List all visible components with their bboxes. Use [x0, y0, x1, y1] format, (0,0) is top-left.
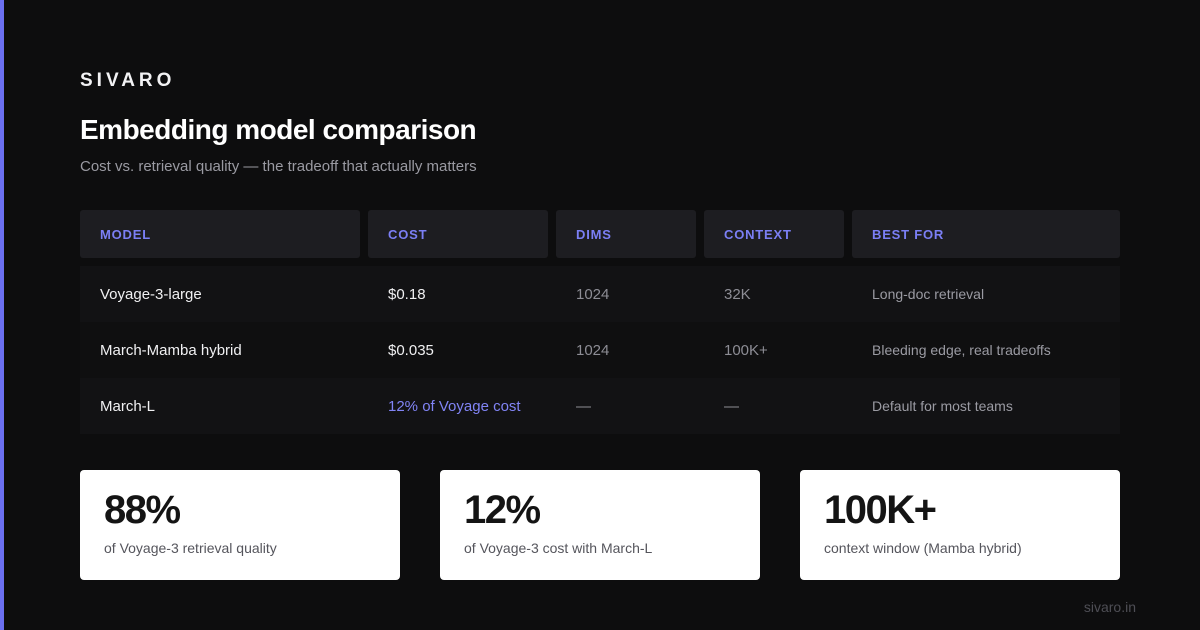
column-header-model: Model	[80, 210, 360, 258]
cell-dims: —	[576, 397, 591, 415]
column-header-cost: Cost	[368, 210, 548, 258]
cell-best-for: Bleeding edge, real tradeoffs	[872, 342, 1051, 358]
column-header-best-for: Best for	[852, 210, 1120, 258]
stat-cards: 88% of Voyage-3 retrieval quality 12% of…	[80, 470, 1120, 580]
cell-model: March-Mamba hybrid	[100, 341, 242, 359]
stat-card-quality: 88% of Voyage-3 retrieval quality	[80, 470, 400, 580]
footer-url[interactable]: sivaro.in	[1083, 599, 1136, 615]
cell-model: Voyage-3-large	[100, 285, 202, 303]
cell-model: March-L	[100, 397, 156, 415]
table-body: Voyage-3-large $0.18 1024 32K Long-doc r…	[80, 266, 1120, 434]
page-subtitle: Cost vs. retrieval quality — the tradeof…	[80, 158, 477, 175]
cell-best-for: Default for most teams	[872, 398, 1013, 414]
stat-card-cost: 12% of Voyage-3 cost with March-L	[440, 470, 760, 580]
stat-value: 100K+	[824, 488, 937, 532]
cell-cost: $0.18	[388, 285, 426, 303]
stat-value: 12%	[464, 488, 541, 532]
table-row: March-Mamba hybrid $0.035 1024 100K+ Ble…	[80, 322, 1120, 378]
column-header-context: Context	[704, 210, 844, 258]
stat-label: of Voyage-3 cost with March-L	[464, 540, 653, 556]
table-header-row: Model Cost Dims Context Best for	[80, 210, 1120, 258]
table-row: March-L 12% of Voyage cost — — Default f…	[80, 378, 1120, 434]
stat-label: context window (Mamba hybrid)	[824, 540, 1022, 556]
cell-dims: 1024	[576, 341, 610, 359]
cell-context: 32K	[724, 285, 751, 303]
page-title: Embedding model comparison	[80, 114, 477, 145]
brand-logo: SIVARO	[80, 70, 176, 91]
table-row: Voyage-3-large $0.18 1024 32K Long-doc r…	[80, 266, 1120, 322]
stat-card-context: 100K+ context window (Mamba hybrid)	[800, 470, 1120, 580]
cell-context: 100K+	[724, 341, 768, 359]
stat-value: 88%	[104, 488, 181, 532]
cell-best-for: Long-doc retrieval	[872, 286, 985, 302]
cell-cost-highlight: 12% of Voyage cost	[388, 397, 521, 415]
cell-dims: 1024	[576, 285, 610, 303]
column-header-dims: Dims	[556, 210, 696, 258]
cell-cost: $0.035	[388, 341, 434, 359]
cell-context: —	[724, 397, 739, 415]
stat-label: of Voyage-3 retrieval quality	[104, 540, 277, 556]
comparison-table: Model Cost Dims Context Best for Voyage-…	[80, 210, 1120, 434]
accent-bar	[0, 0, 4, 630]
